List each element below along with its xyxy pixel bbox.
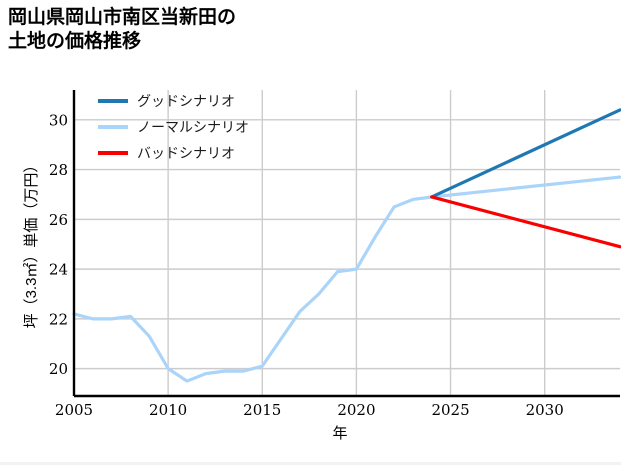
- y-tick-label: 20: [49, 360, 68, 378]
- x-tick-label: 2025: [431, 401, 469, 419]
- y-tick-label: 28: [49, 161, 68, 179]
- legend-label-2: バッドシナリオ: [137, 147, 235, 162]
- x-tick-label: 2030: [526, 401, 564, 419]
- x-axis-title: 年: [332, 425, 347, 442]
- plot-area-background: [74, 90, 620, 396]
- legend-label-1: ノーマルシナリオ: [137, 121, 249, 136]
- y-tick-label: 30: [49, 111, 68, 129]
- y-tick-label: 26: [49, 211, 68, 229]
- x-tick-label: 2010: [149, 401, 187, 419]
- y-axis-title: 坪（3.3㎡）単価（万円）: [23, 158, 40, 329]
- y-tick-label: 24: [49, 261, 68, 279]
- x-tick-label: 2020: [337, 401, 375, 419]
- y-tick-labels: 20 22 24 26 28 30: [49, 111, 68, 378]
- x-tick-label: 2015: [243, 401, 281, 419]
- chart-title: 岡山県岡山市南区当新田の 土地の価格推移: [8, 7, 237, 53]
- series-line-2: [430, 195, 621, 249]
- series-line-1: [72, 175, 621, 383]
- bottom-divider: [0, 462, 621, 465]
- legend-label-0: グッドシナリオ: [137, 94, 235, 110]
- x-tick-labels: 2005 2010 2015 2020 2025 2030: [55, 401, 564, 419]
- y-tick-label: 22: [49, 310, 68, 328]
- series-line-0: [430, 108, 621, 199]
- data-series-layer: [72, 108, 621, 383]
- x-tick-label: 2005: [55, 401, 93, 419]
